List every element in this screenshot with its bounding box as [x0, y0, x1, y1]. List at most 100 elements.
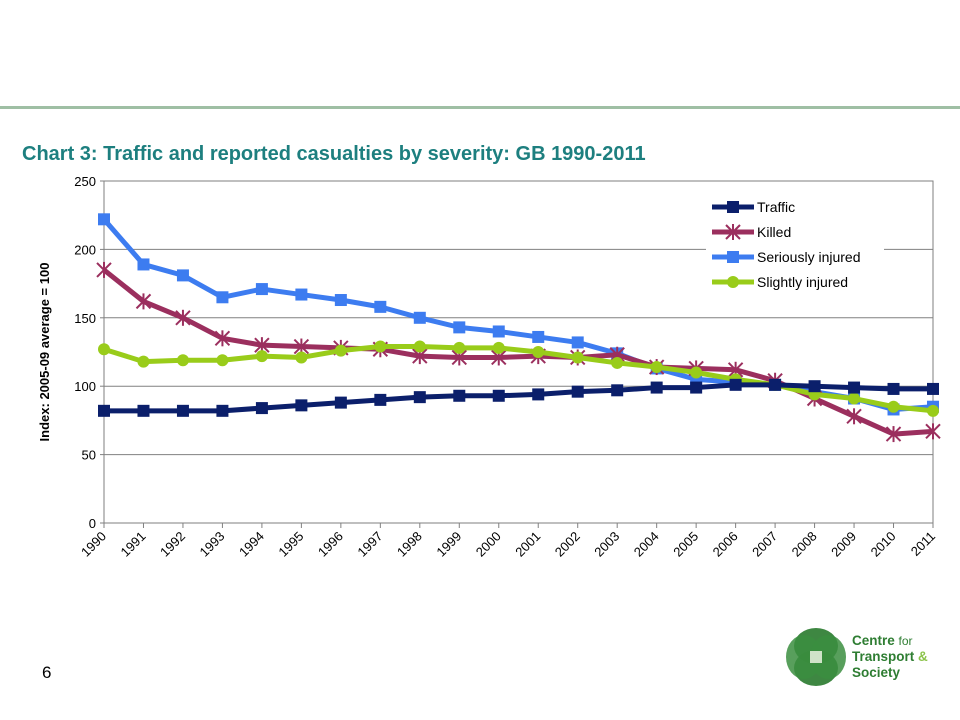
y-tick-label: 50	[82, 448, 96, 463]
data-point	[413, 391, 426, 404]
x-tick-label: 2008	[789, 529, 820, 560]
logo-line-2b: &	[918, 649, 928, 664]
x-tick-label: 2001	[512, 529, 543, 560]
data-point	[374, 340, 387, 353]
y-tick-label: 100	[74, 379, 96, 394]
data-point	[98, 343, 110, 356]
data-point	[176, 269, 189, 282]
data-point	[808, 380, 821, 393]
data-point	[334, 294, 347, 307]
logo-line-3: Society	[852, 665, 901, 680]
x-tick-label: 1995	[275, 529, 306, 560]
data-point	[295, 288, 308, 301]
data-point	[887, 382, 900, 395]
y-tick-label: 0	[89, 516, 96, 531]
data-point	[690, 366, 703, 379]
data-point	[137, 355, 150, 368]
data-point	[453, 341, 466, 354]
data-point	[176, 404, 189, 417]
series-line-slightly-injured	[103, 344, 934, 414]
data-point	[216, 404, 229, 417]
x-tick-label: 1990	[78, 529, 109, 560]
y-axis-title: Index: 2005-09 average = 100	[37, 263, 52, 442]
data-point	[532, 346, 545, 358]
data-point	[492, 341, 505, 354]
logo-line-2: Transport	[852, 649, 915, 664]
legend-marker	[725, 224, 741, 240]
data-point	[571, 385, 584, 398]
x-tick-label: 1997	[354, 529, 385, 560]
legend-marker	[727, 251, 739, 263]
cts-logo-icon	[786, 628, 846, 686]
x-tick-label: 1999	[433, 529, 464, 560]
data-point	[532, 388, 545, 401]
x-tick-label: 1992	[157, 529, 188, 560]
data-point	[650, 361, 663, 374]
data-point	[137, 404, 150, 417]
legend-marker	[727, 276, 739, 288]
x-tick-label: 2004	[631, 529, 662, 560]
legend-marker	[727, 201, 739, 213]
x-tick-label: 2002	[552, 529, 583, 560]
page-number: 6	[42, 663, 52, 682]
data-point	[96, 261, 112, 278]
legend-label: Killed	[757, 224, 791, 240]
data-point	[848, 392, 861, 405]
x-tick-label: 1994	[236, 529, 267, 560]
data-point	[216, 291, 229, 304]
data-point	[492, 389, 505, 402]
x-tick-label: 2000	[473, 529, 504, 560]
data-point	[887, 400, 900, 413]
data-point	[846, 408, 862, 425]
data-point	[532, 330, 545, 343]
data-point	[413, 340, 426, 353]
data-point	[295, 399, 308, 412]
data-point	[98, 404, 110, 417]
data-point	[885, 426, 902, 443]
data-point	[374, 393, 387, 406]
data-point	[453, 321, 466, 334]
data-point	[571, 336, 584, 349]
data-point	[611, 384, 624, 397]
data-point	[650, 381, 663, 394]
data-point	[729, 378, 742, 391]
data-point	[927, 404, 939, 417]
data-point	[175, 309, 191, 326]
x-tick-label: 1991	[118, 529, 149, 560]
data-point	[848, 381, 861, 394]
data-point	[176, 354, 189, 367]
x-tick-label: 2003	[591, 529, 622, 560]
x-tick-label: 2007	[749, 529, 780, 560]
series-line-traffic	[104, 382, 933, 414]
logo-text: Centre for Transport & Society	[852, 633, 928, 681]
data-point	[927, 382, 939, 395]
y-tick-label: 150	[74, 311, 96, 326]
x-tick-label: 2011	[908, 529, 938, 559]
x-tick-label: 1998	[394, 529, 425, 560]
data-point	[255, 402, 268, 415]
y-tick-label: 200	[74, 242, 96, 257]
x-tick-label: 1993	[196, 529, 227, 560]
data-point	[255, 283, 268, 296]
logo-line-1: Centre	[852, 633, 895, 648]
data-point	[769, 378, 782, 391]
data-point	[135, 293, 152, 310]
chart-title: Chart 3: Traffic and reported casualties…	[22, 143, 646, 165]
data-point	[334, 396, 347, 409]
header-divider	[0, 106, 960, 109]
data-point	[98, 213, 110, 226]
data-point	[413, 311, 426, 324]
logo-line-1b: for	[898, 634, 913, 648]
data-point	[216, 354, 229, 367]
data-point	[690, 381, 703, 394]
data-point	[334, 344, 347, 357]
x-tick-label: 2009	[828, 529, 859, 560]
x-tick-label: 2006	[710, 529, 741, 560]
x-tick-label: 2010	[868, 529, 899, 560]
data-point	[374, 300, 387, 313]
data-point	[611, 356, 624, 369]
data-point	[925, 423, 941, 440]
data-point	[255, 350, 268, 363]
legend-label: Slightly injured	[757, 274, 848, 290]
